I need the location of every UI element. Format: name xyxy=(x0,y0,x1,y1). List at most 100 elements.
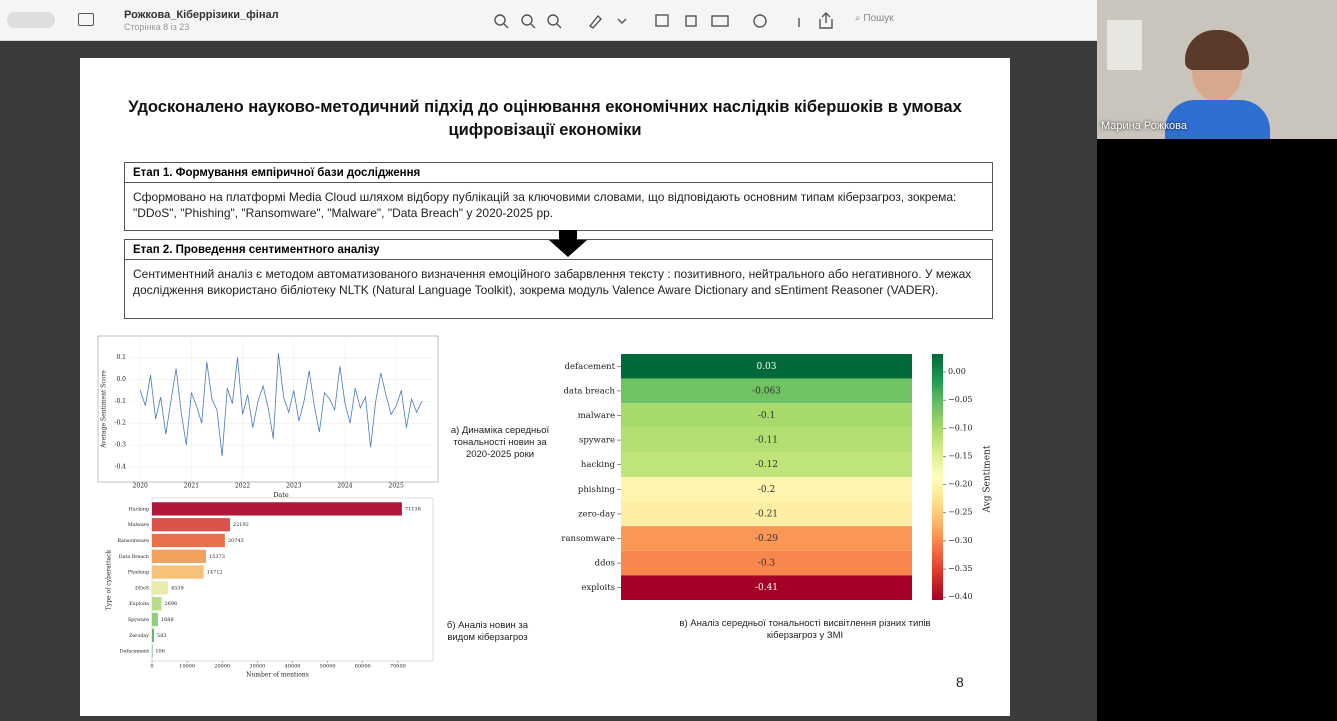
category-label: hacking xyxy=(581,460,616,470)
search-placeholder: Пошук xyxy=(863,13,894,24)
category-label: Spyware xyxy=(128,617,149,623)
category-label: defacement xyxy=(565,362,616,372)
arrow xyxy=(549,230,587,257)
value-label: 22192 xyxy=(233,522,249,528)
select-icon[interactable] xyxy=(655,14,669,27)
cell-value: -0.1 xyxy=(758,411,775,421)
x-tick-label: 60000 xyxy=(355,664,371,670)
colorbar-tick-label: −0.25 xyxy=(948,508,973,517)
heatmap-cell xyxy=(621,550,912,576)
category-label: Zeroday xyxy=(129,633,149,639)
colorbar-tick-label: −0.20 xyxy=(948,480,973,489)
search-field[interactable]: ⌕ Пошук xyxy=(855,13,894,24)
y-axis-label: Type of cyberattack xyxy=(106,549,113,610)
x-tick-label: 40000 xyxy=(285,664,301,670)
bar xyxy=(152,502,402,516)
cell-value: -0.21 xyxy=(755,509,778,519)
cell-value: -0.11 xyxy=(755,436,778,446)
bar xyxy=(152,612,158,627)
x-tick-label: 2022 xyxy=(235,483,250,490)
x-axis-label: Date xyxy=(273,491,289,499)
sign-icon[interactable] xyxy=(711,15,729,27)
value-label: 20743 xyxy=(228,538,244,544)
value-label: 583 xyxy=(157,633,167,639)
cell-value: -0.29 xyxy=(755,534,778,544)
stage-text: Сформовано на платформі Media Cloud шлях… xyxy=(133,190,957,220)
bar xyxy=(152,597,162,611)
view-menu[interactable] xyxy=(78,13,94,26)
heatmap-cell xyxy=(621,452,912,477)
category-label: Defacement xyxy=(120,649,149,655)
cell-value: 0.03 xyxy=(756,362,776,372)
colorbar-label: Avg Sentiment xyxy=(983,445,993,513)
value-label: 15373 xyxy=(209,554,225,560)
category-label: Exploits xyxy=(129,601,149,607)
stage-heading: Етап 1. Формування емпіричної бази дослі… xyxy=(125,163,992,183)
caption: б) Аналіз новин за видом кіберзагроз xyxy=(446,620,529,643)
caption: в) Аналіз середньої тональності висвітле… xyxy=(679,618,931,641)
cell-value: -0.3 xyxy=(758,559,776,569)
category-label: Data Breach xyxy=(119,554,149,560)
share-icon[interactable] xyxy=(819,12,833,29)
stage-box: Етап 1. Формування емпіричної бази дослі… xyxy=(124,162,993,231)
x-tick-label: 2020 xyxy=(133,483,148,490)
stage-text: Сентиментний аналіз є методом автоматизо… xyxy=(133,267,972,297)
category-label: phishing xyxy=(578,485,616,495)
colorbar-tick-label: −0.10 xyxy=(948,423,973,432)
y-tick-label: -0.3 xyxy=(114,442,126,449)
heatmap-cell xyxy=(621,477,912,502)
colorbar xyxy=(932,354,943,600)
x-tick-label: 50000 xyxy=(320,664,336,670)
doc-title: Рожкова_Кіберрізики_фінал xyxy=(124,9,279,21)
zoom-icon[interactable] xyxy=(494,14,506,26)
category-label: zero-day xyxy=(578,509,615,519)
x-tick-label: 2023 xyxy=(286,483,301,490)
toolbar: Рожкова_Кіберрізики_фінал Сторінка 8 із … xyxy=(0,0,1097,41)
annotate-icon[interactable] xyxy=(753,14,767,28)
category-label: data breach xyxy=(563,386,615,396)
doc-subtitle: Сторінка 8 із 23 xyxy=(124,22,190,32)
value-label: 106 xyxy=(155,649,165,655)
x-tick-label: 2024 xyxy=(337,483,352,490)
heatmap-cell xyxy=(621,403,912,428)
cell-value: -0.12 xyxy=(755,460,778,470)
zoom-out-icon[interactable] xyxy=(547,14,559,26)
heatmap-cell xyxy=(621,526,912,551)
stage-heading: Етап 2. Проведення сентиментного аналізу xyxy=(125,240,992,260)
bar xyxy=(152,518,230,532)
video-tile: Марина Рожкова xyxy=(1097,0,1337,139)
category-label: ddos xyxy=(595,559,615,569)
x-tick-label: 10000 xyxy=(179,664,195,670)
x-tick-label: 0 xyxy=(150,664,153,670)
cell-value: -0.41 xyxy=(755,583,778,593)
bar xyxy=(152,565,204,579)
category-label: DDoS xyxy=(135,585,149,591)
caption: а) Динаміка середньої тональності новин … xyxy=(450,425,550,460)
category-label: Malware xyxy=(128,522,150,528)
participant-name: Марина Рожкова xyxy=(1101,120,1188,132)
colorbar-tick-label: −0.05 xyxy=(948,395,973,404)
toolbar-icons xyxy=(494,12,833,29)
markup-menu[interactable] xyxy=(617,18,627,24)
wall-poster xyxy=(1107,20,1142,70)
zoom-in-icon[interactable] xyxy=(521,14,533,26)
x-tick-label: 2025 xyxy=(389,483,404,490)
hair xyxy=(1185,30,1249,70)
value-label: 71138 xyxy=(405,506,421,512)
page-number: 8 xyxy=(956,674,964,690)
category-label: Ransomware xyxy=(117,538,149,544)
markup-icon[interactable] xyxy=(588,14,602,29)
bar xyxy=(152,628,155,642)
y-tick-label: 0.0 xyxy=(116,376,126,383)
x-tick-label: 20000 xyxy=(214,664,230,670)
sidebar-toggle[interactable] xyxy=(7,12,55,28)
category-label: Hacking xyxy=(129,506,149,512)
shapes-icon[interactable] xyxy=(685,15,697,27)
heatmap-cell xyxy=(621,501,912,527)
y-tick-label: -0.4 xyxy=(114,464,126,471)
heatmap-cell xyxy=(621,427,912,453)
bar xyxy=(152,549,206,563)
value-label: 4539 xyxy=(171,585,184,591)
